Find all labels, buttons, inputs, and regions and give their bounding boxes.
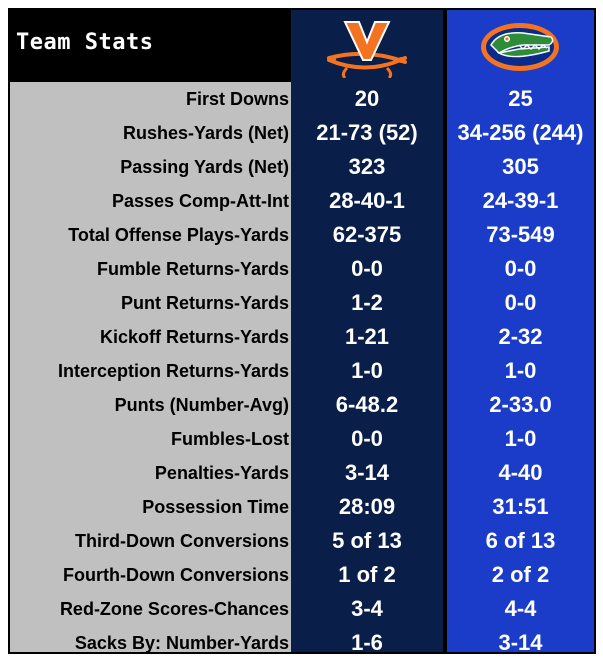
- florida-stat-value: 24-39-1: [482, 188, 559, 213]
- label-column: [10, 10, 291, 652]
- stat-label: Fumbles-Lost: [170, 429, 289, 449]
- florida-stat-value: 1-0: [504, 358, 537, 383]
- florida-stat-value: 31:51: [492, 494, 549, 519]
- virginia-column: [291, 10, 447, 652]
- florida-stat-value: 73-549: [486, 222, 555, 247]
- table-row: Possession Time 28:09 31:51: [10, 490, 594, 524]
- virginia-stat-value: 1-21: [344, 324, 390, 349]
- virginia-stat-value: 0-0: [351, 426, 383, 451]
- florida-gator-head-icon: [481, 23, 559, 71]
- florida-stat-value: 4-4: [504, 596, 537, 621]
- florida-stat-value: 1-0: [504, 426, 537, 451]
- table-row: Fumbles-Lost 0-0 1-0: [10, 422, 594, 456]
- virginia-stat-value: 1 of 2: [338, 562, 396, 587]
- stat-label: Rushes-Yards (Net): [122, 123, 289, 143]
- table-row: Punts (Number-Avg) 6-48.2 2-33.0: [10, 388, 594, 422]
- stat-label: Fumble Returns-Yards: [96, 259, 289, 279]
- stat-label: Punt Returns-Yards: [120, 293, 289, 313]
- table-row: Red-Zone Scores-Chances 3-4 4-4: [10, 592, 594, 626]
- stat-label: Third-Down Conversions: [74, 531, 289, 551]
- florida-stat-value: 4-40: [498, 460, 543, 485]
- virginia-stat-value: 1-2: [351, 290, 383, 315]
- florida-stat-value: 3-14: [498, 630, 543, 655]
- table-row: Fumble Returns-Yards 0-0 0-0: [10, 252, 594, 286]
- table-row: Punt Returns-Yards 1-2 0-0: [10, 286, 594, 320]
- page-title: Team Stats: [16, 30, 154, 55]
- table-row: Total Offense Plays-Yards 62-375 73-549: [10, 218, 594, 252]
- table-row: First Downs 20 25: [10, 82, 594, 116]
- table-row: Passing Yards (Net) 323 305: [10, 150, 594, 184]
- table-row: Passes Comp-Att-Int 28-40-1 24-39-1: [10, 184, 594, 218]
- virginia-stat-value: 21-73 (52): [316, 120, 418, 145]
- florida-stat-value: 0-0: [504, 256, 537, 281]
- stat-label: Penalties-Yards: [154, 463, 289, 483]
- stat-label: Fourth-Down Conversions: [63, 565, 289, 585]
- stat-label: Interception Returns-Yards: [57, 361, 289, 381]
- florida-stat-value: 2-32: [498, 324, 543, 349]
- table-row: Sacks By: Number-Yards 1-6 3-14: [10, 626, 594, 660]
- virginia-stat-value: 3-4: [351, 596, 383, 621]
- virginia-stat-value: 1-6: [351, 630, 383, 655]
- table-row: Penalties-Yards 3-14 4-40: [10, 456, 594, 490]
- table-row: Kickoff Returns-Yards 1-21 2-32: [10, 320, 594, 354]
- table-row: Third-Down Conversions 5 of 13 6 of 13: [10, 524, 594, 558]
- stat-label: Possession Time: [142, 497, 289, 517]
- stat-label: First Downs: [185, 89, 289, 109]
- virginia-stat-value: 62-375: [332, 222, 402, 247]
- stat-label: Kickoff Returns-Yards: [99, 327, 289, 347]
- table-row: Interception Returns-Yards 1-0 1-0: [10, 354, 594, 388]
- virginia-stat-value: 323: [348, 154, 386, 179]
- virginia-stat-value: 1-0: [351, 358, 383, 383]
- stat-label: Punts (Number-Avg): [114, 395, 289, 415]
- team-stats-table: Team Stats First Downs 20 25 Rushes-Yards (…: [8, 8, 596, 655]
- virginia-stat-value: 20: [354, 86, 380, 111]
- virginia-stat-value: 0-0: [351, 256, 383, 281]
- virginia-stat-value: 28:09: [338, 494, 396, 519]
- virginia-stat-value: 5 of 13: [332, 528, 402, 553]
- stat-label: Passes Comp-Att-Int: [111, 191, 289, 211]
- table-row: Fourth-Down Conversions 1 of 2 2 of 2: [10, 558, 594, 592]
- florida-stat-value: 0-0: [504, 290, 537, 315]
- stat-label: Sacks By: Number-Yards: [74, 633, 289, 653]
- florida-stat-value: 2-33.0: [489, 392, 552, 417]
- virginia-v-sabres-icon: [327, 21, 407, 78]
- florida-stat-value: 6 of 13: [485, 528, 556, 553]
- florida-stat-value: 305: [502, 154, 539, 179]
- virginia-stat-value: 6-48.2: [335, 392, 399, 417]
- table-header: Team Stats: [10, 10, 291, 82]
- florida-column: [447, 10, 594, 652]
- virginia-stat-value: 28-40-1: [329, 188, 405, 213]
- virginia-stat-value: 3-14: [344, 460, 390, 485]
- stat-label: Passing Yards (Net): [120, 157, 289, 177]
- florida-stat-value: 2 of 2: [491, 562, 550, 587]
- florida-stat-value: 25: [508, 86, 533, 111]
- table-row: Rushes-Yards (Net) 21-73 (52) 34-256 (244): [10, 116, 594, 150]
- stat-label: Total Offense Plays-Yards: [68, 225, 289, 245]
- florida-stat-value: 34-256 (244): [457, 120, 584, 145]
- stat-label: Red-Zone Scores-Chances: [59, 599, 289, 619]
